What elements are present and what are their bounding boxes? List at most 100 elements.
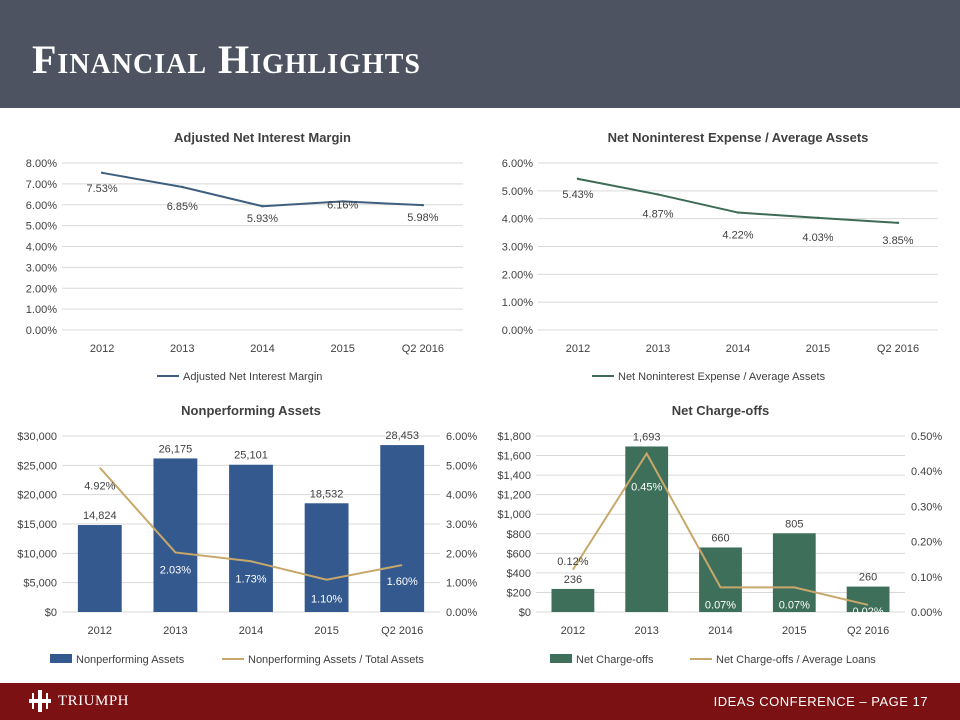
chart-title: Net Noninterest Expense / Average Assets (608, 130, 869, 145)
data-label: 5.98% (407, 212, 438, 224)
legend-label: Net Noninterest Expense / Average Assets (618, 371, 826, 383)
y-right-tick-label: 0.40% (911, 466, 942, 478)
y-left-tick-label: $600 (507, 548, 531, 560)
chart-title: Adjusted Net Interest Margin (174, 130, 351, 145)
legend-swatch-bar (50, 654, 72, 663)
data-point (181, 185, 184, 189)
chart-net-charge-offs: Net Charge-offs $0 $200 $400 $600 $800 $1,000 $… (497, 403, 942, 666)
x-tick-label: 2014 (726, 343, 750, 355)
y-tick-label: 0.00% (26, 325, 57, 337)
y-right-tick-label: 6.00% (446, 431, 477, 443)
bar-value-label: 18,532 (310, 488, 344, 500)
bar-value-label: 25,101 (234, 450, 268, 462)
ratio-label: 1.73% (235, 573, 266, 585)
y-left-tick-label: $25,000 (17, 460, 57, 472)
chart-net-noninterest-expense: Net Noninterest Expense / Average Assets… (502, 130, 938, 383)
y-right-tick-label: 0.10% (911, 572, 942, 584)
bar-value-label: 26,175 (159, 443, 193, 455)
x-tick-label: 2012 (90, 343, 114, 355)
y-left-tick-label: $200 (507, 587, 531, 599)
y-left-tick-label: $1,200 (497, 490, 531, 502)
x-tick-label: 2015 (314, 625, 338, 637)
x-tick-label: 2013 (646, 343, 670, 355)
y-tick-label: 8.00% (26, 158, 57, 170)
bar (77, 525, 122, 612)
bar (846, 586, 890, 612)
bar (772, 533, 816, 612)
data-label: 5.43% (562, 189, 593, 201)
data-point (576, 177, 580, 181)
legend-label: Nonperforming Assets (76, 654, 185, 666)
y-tick-label: 3.00% (26, 262, 57, 274)
data-point (100, 171, 104, 175)
y-tick-label: 4.00% (26, 242, 57, 254)
y-left-tick-label: $0 (45, 607, 57, 619)
data-label: 4.87% (642, 208, 673, 220)
y-right-tick-label: 1.00% (446, 578, 477, 590)
x-tick-label: 2015 (806, 343, 830, 355)
bar-value-label: 28,453 (385, 430, 419, 442)
y-right-tick-label: 4.00% (446, 490, 477, 502)
x-tick-label: Q2 2016 (847, 625, 889, 637)
ratio-label: 0.12% (557, 556, 588, 568)
bar (229, 464, 273, 612)
y-right-tick-label: 0.30% (911, 501, 942, 513)
data-point (421, 203, 425, 207)
ratio-line (572, 451, 869, 606)
y-left-tick-label: $20,000 (17, 490, 57, 502)
ratio-label: 0.02% (852, 606, 883, 618)
legend-label: Adjusted Net Interest Margin (183, 371, 322, 383)
data-point (341, 200, 344, 203)
data-label: 4.22% (722, 230, 753, 242)
y-right-tick-label: 5.00% (446, 460, 477, 472)
header-bar (0, 0, 960, 108)
y-left-tick-label: $0 (519, 607, 531, 619)
legend-swatch-bar (550, 654, 572, 663)
bar-value-label: 236 (564, 574, 582, 586)
chart-title: Nonperforming Assets (181, 403, 321, 418)
legend-label: Net Charge-offs / Average Loans (716, 654, 876, 666)
y-tick-label: 3.00% (502, 242, 533, 254)
ratio-label: 2.03% (160, 564, 191, 576)
y-tick-label: 6.00% (502, 158, 533, 170)
data-point (736, 211, 740, 214)
bar-value-label: 660 (711, 532, 729, 544)
y-right-tick-label: 3.00% (446, 519, 477, 531)
x-tick-label: 2013 (634, 625, 658, 637)
y-left-tick-label: $10,000 (17, 548, 57, 560)
x-tick-label: Q2 2016 (877, 343, 919, 355)
bar (625, 446, 669, 612)
x-tick-label: 2013 (170, 343, 194, 355)
ratio-label: 4.92% (84, 481, 115, 493)
ratio-line (99, 467, 403, 581)
series-line (101, 171, 423, 208)
logo-text: TRIUMPH (58, 692, 130, 709)
ratio-label: 1.60% (387, 576, 418, 588)
x-tick-label: 2012 (561, 625, 585, 637)
bar-value-label: 260 (859, 572, 877, 584)
y-left-tick-label: $30,000 (17, 431, 57, 443)
chart-adjusted-net-interest-margin: Adjusted Net Interest Margin 0.00% 1.00% 2.… (26, 130, 463, 383)
y-right-tick-label: 2.00% (446, 548, 477, 560)
cross-logo-icon (29, 690, 51, 712)
x-tick-label: 2014 (708, 625, 732, 637)
y-left-tick-label: $5,000 (23, 578, 57, 590)
bar (304, 503, 349, 612)
y-tick-label: 1.00% (502, 297, 533, 309)
x-tick-label: 2015 (330, 343, 354, 355)
y-left-tick-label: $1,000 (497, 509, 531, 521)
data-label: 6.85% (167, 201, 198, 213)
ratio-label: 0.45% (631, 482, 662, 494)
y-tick-label: 5.00% (26, 221, 57, 233)
footer-page-label: IDEAS CONFERENCE – PAGE 17 (713, 694, 928, 709)
x-tick-label: 2012 (88, 625, 112, 637)
bar (699, 547, 742, 612)
y-tick-label: 1.00% (26, 304, 57, 316)
page-title: Financial Highlights (32, 37, 421, 82)
ratio-label: 0.07% (779, 599, 810, 611)
y-tick-label: 2.00% (502, 269, 533, 281)
x-tick-label: 2014 (250, 343, 274, 355)
footer-bar (0, 683, 960, 720)
bar (380, 445, 425, 612)
y-left-tick-label: $1,400 (497, 470, 531, 482)
